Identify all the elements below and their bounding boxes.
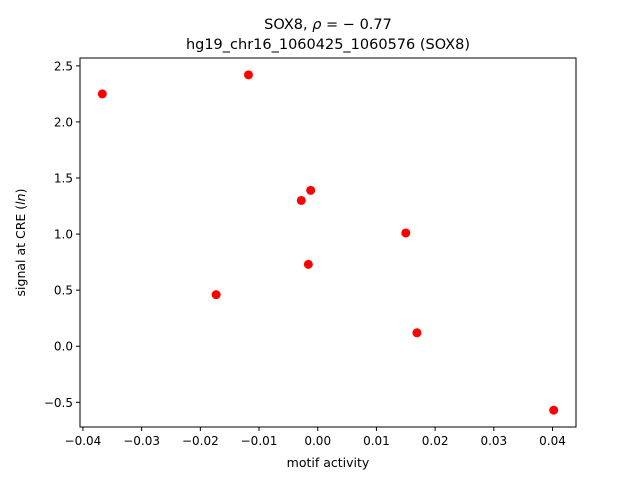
x-tick-label: 0.04 bbox=[539, 434, 566, 448]
x-axis-ticks: −0.04 −0.03 −0.02 −0.01 0.00 0.01 0.02 0.03 0.04 bbox=[65, 427, 566, 448]
x-tick-label: −0.01 bbox=[241, 434, 278, 448]
x-tick-label: 0.01 bbox=[363, 434, 390, 448]
y-tick-label: 1.5 bbox=[54, 172, 73, 186]
data-point bbox=[306, 185, 316, 195]
data-point bbox=[412, 328, 422, 338]
y-tick-label: 0.5 bbox=[54, 284, 73, 298]
plot-area-frame bbox=[79, 57, 577, 428]
chart-title-line1: SOX8, ρ = − 0.77 bbox=[264, 17, 392, 33]
chart-title-line2: hg19_chr16_1060425_1060576 (SOX8) bbox=[186, 37, 470, 53]
y-tick-label: 1.0 bbox=[54, 228, 73, 242]
data-point bbox=[243, 70, 253, 80]
x-tick-label: −0.03 bbox=[123, 434, 160, 448]
x-tick-label: 0.02 bbox=[422, 434, 449, 448]
data-point bbox=[296, 195, 306, 205]
x-axis-label: motif activity bbox=[287, 455, 370, 470]
y-tick-label: −0.5 bbox=[44, 396, 73, 410]
data-points bbox=[97, 70, 559, 415]
x-tick-label: 0.00 bbox=[304, 434, 331, 448]
data-point bbox=[549, 405, 559, 415]
y-axis-label: signal at CRE (ln) bbox=[13, 189, 28, 297]
y-tick-label: 0.0 bbox=[54, 340, 73, 354]
data-point bbox=[97, 89, 107, 99]
data-point bbox=[401, 228, 411, 238]
y-tick-label: 2.0 bbox=[54, 115, 73, 129]
data-point bbox=[303, 259, 313, 269]
x-tick-label: −0.04 bbox=[65, 434, 102, 448]
x-tick-label: −0.02 bbox=[182, 434, 219, 448]
x-tick-label: 0.03 bbox=[480, 434, 507, 448]
y-tick-label: 2.5 bbox=[54, 59, 73, 73]
y-axis-ticks: −0.5 0.0 0.5 1.0 1.5 2.0 2.5 bbox=[44, 59, 80, 410]
data-point bbox=[211, 290, 221, 300]
